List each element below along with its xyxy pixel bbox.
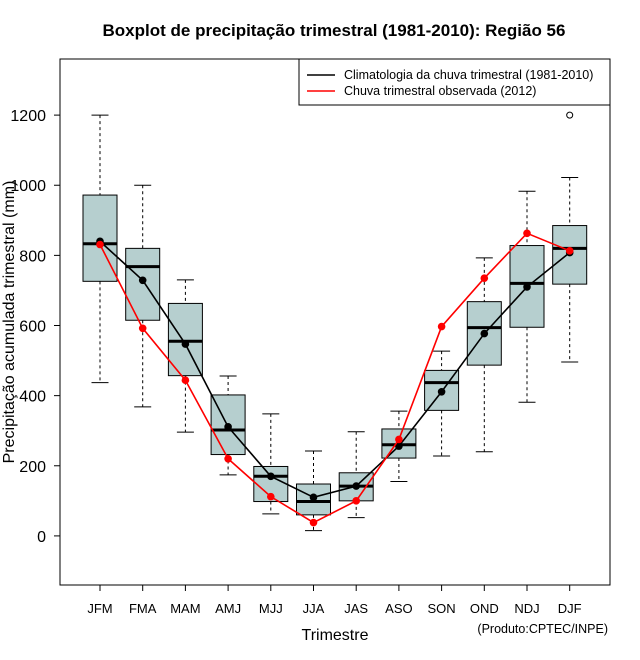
series-point bbox=[480, 329, 489, 338]
legend-label-observed: Chuva trimestral observada (2012) bbox=[344, 84, 536, 98]
series-point bbox=[523, 229, 531, 238]
x-tick-label: JFM bbox=[87, 601, 112, 616]
series-point bbox=[437, 322, 446, 331]
y-axis: 0 200 400 600 800 1000 1200 bbox=[10, 108, 61, 546]
iqr-box bbox=[167, 302, 203, 377]
series-point bbox=[267, 492, 275, 501]
y-tick-label: 400 bbox=[19, 389, 46, 406]
series-point bbox=[224, 423, 232, 431]
series-point bbox=[480, 274, 489, 282]
boxplot-fma bbox=[125, 184, 161, 408]
y-axis-label: Precipitação acumulada trimestral (mm) bbox=[1, 181, 18, 464]
boxplot-mam bbox=[167, 279, 203, 433]
series-point bbox=[395, 442, 403, 450]
series-point bbox=[352, 482, 361, 490]
x-axis-label: Trimestre bbox=[302, 627, 369, 644]
series-point bbox=[309, 518, 318, 527]
series-point bbox=[395, 435, 403, 444]
legend: Climatologia da chuva trimestral (1981-2… bbox=[298, 58, 611, 106]
x-tick-label: FMA bbox=[129, 601, 157, 616]
series-point bbox=[309, 493, 318, 502]
series-point bbox=[352, 497, 361, 505]
y-tick-label: 1200 bbox=[10, 108, 46, 125]
x-tick-label: MAM bbox=[170, 601, 200, 616]
series-layer bbox=[96, 229, 574, 527]
series-point bbox=[224, 454, 232, 463]
x-tick-label: OND bbox=[470, 601, 499, 616]
legend-box bbox=[298, 58, 611, 106]
series-point bbox=[181, 340, 190, 348]
series-point bbox=[523, 283, 531, 291]
series-point bbox=[138, 276, 147, 285]
series-point bbox=[96, 240, 104, 249]
series-point bbox=[138, 324, 147, 333]
x-tick-label: ASO bbox=[385, 601, 412, 616]
series-point bbox=[565, 247, 574, 255]
x-tick-label: JAS bbox=[344, 601, 368, 616]
chart-title: Boxplot de precipitação trimestral (1981… bbox=[103, 21, 566, 40]
y-tick-label: 200 bbox=[19, 459, 46, 476]
y-tick-label: 600 bbox=[19, 319, 46, 336]
x-tick-label: AMJ bbox=[215, 601, 241, 616]
y-tick-label: 800 bbox=[19, 248, 46, 265]
series-climatology bbox=[96, 237, 574, 502]
x-axis: JFM FMA MAM AMJ MJJ JJA JAS ASO SON OND NDJ DJF bbox=[87, 584, 582, 616]
outlier-point bbox=[566, 111, 574, 119]
series-line bbox=[99, 240, 571, 499]
credit-text: (Produto:CPTEC/INPE) bbox=[477, 622, 608, 636]
legend-label-climatology: Climatologia da chuva trimestral (1981-2… bbox=[344, 68, 593, 82]
x-tick-label: SON bbox=[428, 601, 456, 616]
series-point bbox=[437, 387, 446, 396]
series-observed bbox=[96, 229, 574, 527]
x-tick-label: DJF bbox=[558, 601, 582, 616]
iqr-box bbox=[125, 247, 161, 321]
iqr-box bbox=[296, 483, 331, 516]
series-line bbox=[99, 232, 571, 524]
series-point bbox=[267, 472, 275, 481]
y-tick-label: 1000 bbox=[10, 178, 46, 195]
series-point bbox=[181, 376, 190, 385]
x-tick-label: JJA bbox=[303, 601, 325, 616]
x-tick-label: NDJ bbox=[514, 601, 539, 616]
y-tick-label: 0 bbox=[37, 529, 46, 546]
x-tick-label: MJJ bbox=[259, 601, 283, 616]
